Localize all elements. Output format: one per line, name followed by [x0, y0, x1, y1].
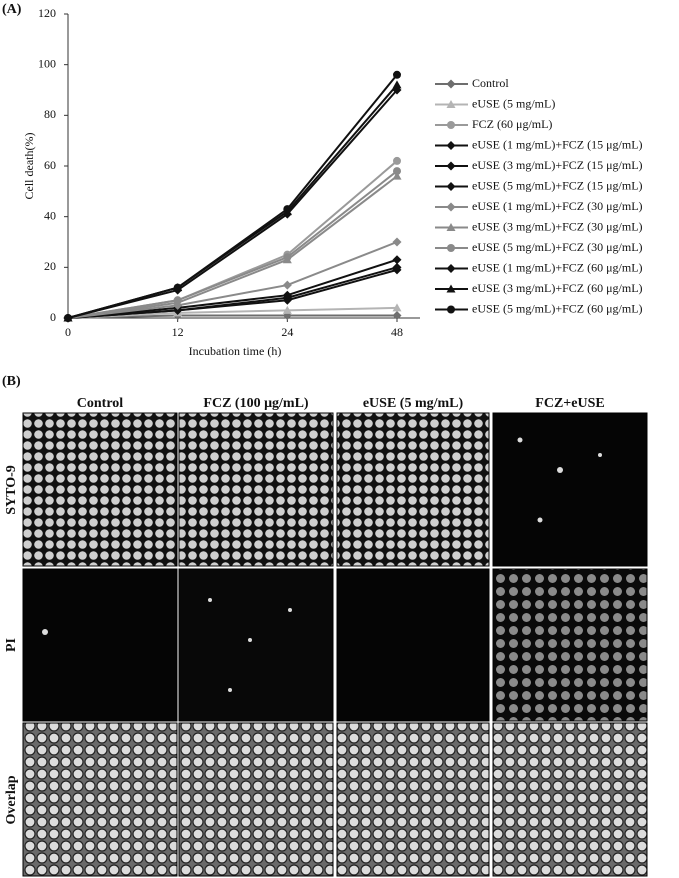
row-label: SYTO-9 — [4, 465, 19, 515]
marker — [446, 284, 456, 293]
series-line — [67, 89, 398, 319]
marker — [282, 305, 292, 314]
marker — [282, 280, 292, 290]
marker — [392, 80, 402, 89]
series-line — [67, 175, 398, 319]
legend-label: eUSE (3 mg/mL)+FCZ (30 μg/mL) — [472, 219, 643, 233]
column-header: FCZ+eUSE — [535, 396, 604, 411]
x-axis-label: Incubation time (h) — [189, 344, 282, 358]
marker — [446, 79, 456, 89]
marker — [446, 223, 456, 231]
y-axis-label: Cell death(%) — [22, 133, 36, 200]
image — [336, 412, 490, 567]
marker — [447, 305, 455, 314]
y-tick-label: 40 — [44, 208, 56, 222]
image — [492, 722, 648, 877]
image — [178, 568, 334, 722]
image — [336, 568, 490, 722]
marker — [392, 310, 402, 320]
marker — [393, 156, 401, 165]
marker — [446, 161, 456, 171]
y-tick-label: 120 — [38, 6, 56, 20]
series-line — [67, 241, 398, 319]
marker — [173, 283, 182, 292]
marker — [446, 202, 456, 212]
column-header: eUSE (5 mg/mL) — [363, 396, 464, 411]
panel-label: (B) — [2, 374, 21, 389]
marker — [393, 167, 401, 176]
marker — [446, 100, 456, 108]
x-tick-label: 48 — [391, 325, 403, 339]
y-tick-label: 80 — [44, 107, 56, 121]
marker — [447, 121, 455, 129]
legend-label: Control — [472, 76, 509, 90]
image — [178, 412, 334, 567]
x-tick-label: 0 — [65, 325, 71, 339]
marker — [392, 303, 402, 312]
legend-label: eUSE (3 mg/mL)+FCZ (15 μg/mL) — [472, 158, 643, 172]
marker — [446, 182, 456, 191]
legend-label: eUSE (5 mg/mL)+FCZ (15 μg/mL) — [472, 178, 643, 192]
image — [22, 722, 178, 877]
marker — [173, 296, 182, 305]
image — [492, 412, 648, 567]
image — [336, 722, 490, 877]
series-line — [67, 266, 398, 319]
legend-label: eUSE (5 mg/mL) — [472, 96, 555, 110]
x-tick-label: 24 — [281, 325, 293, 339]
series-line — [67, 170, 398, 319]
marker — [282, 290, 292, 300]
row-label: Overlap — [4, 775, 19, 824]
x-tick-label: 12 — [172, 325, 184, 339]
marker — [393, 70, 401, 79]
marker — [446, 141, 456, 150]
legend-label: eUSE (1 mg/mL)+FCZ (15 μg/mL) — [472, 137, 643, 151]
marker — [447, 244, 455, 252]
marker — [392, 237, 402, 247]
cell-dots — [42, 437, 602, 692]
column-header: Control — [77, 396, 124, 411]
panel-label: (A) — [2, 2, 22, 17]
marker — [446, 264, 456, 273]
legend-label: eUSE (1 mg/mL)+FCZ (30 μg/mL) — [472, 199, 643, 213]
image — [22, 412, 178, 567]
series-line — [67, 258, 398, 319]
y-tick-label: 100 — [38, 56, 56, 70]
marker — [283, 253, 292, 262]
image — [492, 568, 648, 722]
microscopy-grid — [22, 412, 648, 877]
legend-label: eUSE (1 mg/mL)+FCZ (60 μg/mL) — [472, 260, 643, 274]
y-tick-label: 20 — [44, 259, 56, 273]
series-line — [67, 306, 398, 319]
marker — [392, 262, 402, 272]
image — [22, 568, 178, 722]
marker — [64, 314, 72, 322]
marker — [283, 205, 292, 214]
legend-label: FCZ (60 μg/mL) — [472, 117, 552, 131]
image — [178, 722, 334, 877]
row-label: PI — [4, 638, 19, 652]
series-line — [67, 74, 398, 319]
legend-label: eUSE (5 mg/mL)+FCZ (60 μg/mL) — [472, 301, 643, 315]
marker — [392, 171, 402, 180]
marker — [392, 255, 402, 265]
y-tick-label: 60 — [44, 158, 56, 172]
column-header: FCZ (100 μg/mL) — [203, 396, 308, 411]
legend-label: eUSE (5 mg/mL)+FCZ (30 μg/mL) — [472, 240, 643, 254]
legend-label: eUSE (3 mg/mL)+FCZ (60 μg/mL) — [472, 281, 643, 295]
y-tick-label: 0 — [50, 310, 56, 324]
series-line — [67, 314, 397, 319]
